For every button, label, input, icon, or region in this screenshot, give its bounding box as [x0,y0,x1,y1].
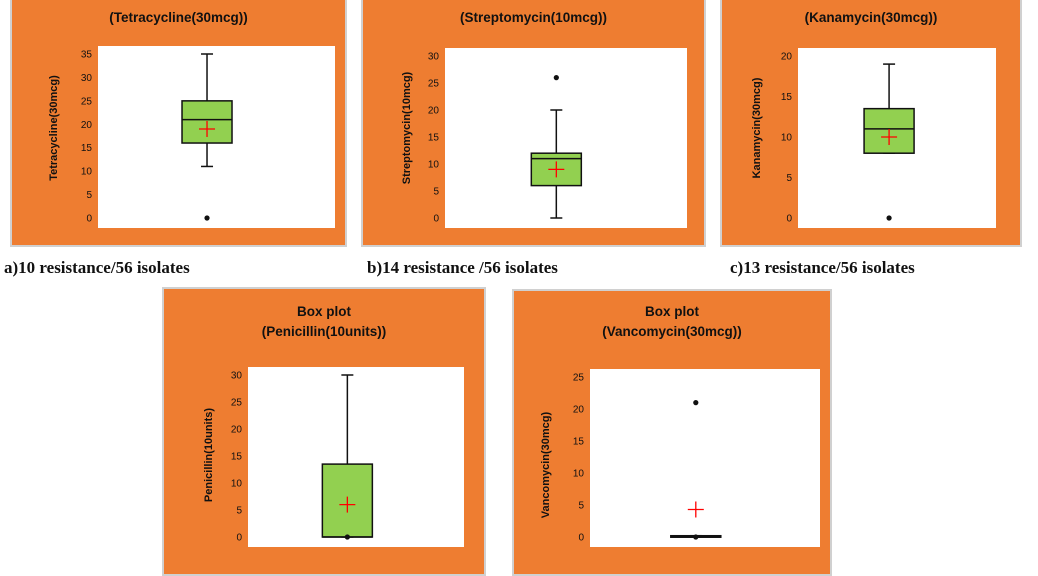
chart-panel-penicillin: Box plot (Penicillin(10units)) Penicilli… [162,287,486,576]
caption-a: a)10 resistance/56 isolates [4,258,190,277]
y-tick-label: 15 [81,143,93,154]
y-tick-label: 15 [231,452,243,463]
y-tick-label: 35 [81,50,93,61]
chart-title-line1: Box plot [297,304,351,319]
y-tick-label: 10 [781,133,793,144]
boxplot-svg: 0 5 10 15 20 25 [573,373,722,544]
y-tick-label: 10 [573,469,585,480]
y-tick-label: 25 [81,96,93,107]
plot-area [445,48,687,228]
y-tick-label: 5 [786,173,792,184]
y-axis-label: Kanamycin(30mcg) [751,77,763,179]
y-tick-label: 10 [81,167,93,178]
outlier-point [693,400,699,406]
boxplot-svg: 0 5 10 15 20 25 30 [231,371,374,544]
y-tick-label: 0 [578,533,584,544]
y-axis-label: Tetracycline(30mcg) [48,75,60,181]
iqr-box [863,107,915,154]
outlier-point [553,75,559,81]
chart-title-line2: (Penicillin(10units)) [261,324,387,339]
chart-title-line2: (Kanamycin(30mcg)) [804,10,938,25]
boxplot-svg: 0 5 10 15 20 [781,52,915,225]
y-tick-label: 5 [433,187,439,198]
y-tick-label: 25 [573,373,585,384]
outlier-point [886,215,892,221]
chart-title-line2: (Vancomycin(30mcg)) [602,324,742,339]
chart-panel-vancomycin: Box plot (Vancomycin(30mcg)) Vancomycin(… [512,289,832,576]
y-tick-label: 25 [231,398,243,409]
y-tick-label: 30 [231,371,243,382]
y-tick-label: 15 [573,437,585,448]
y-tick-label: 5 [578,501,584,512]
chart-title-line1: Box plot [645,304,699,319]
y-tick-label: 20 [231,425,243,436]
y-tick-label: 30 [428,52,440,63]
outlier-point [693,534,699,540]
y-tick-label: 15 [781,92,793,103]
y-tick-label: 0 [236,533,242,544]
y-tick-label: 30 [81,73,93,84]
boxplot-svg: 0 5 10 15 20 25 30 [428,52,583,225]
y-tick-label: 0 [86,214,92,225]
y-tick-label: 20 [81,120,93,131]
y-axis-label: Penicillin(10units) [203,407,215,503]
chart-panel-streptomycin: (Streptomycin(10mcg)) Streptomycin(10mcg… [361,0,706,247]
y-tick-label: 20 [573,405,585,416]
caption-b: b)14 resistance /56 isolates [367,258,558,277]
y-tick-label: 15 [428,133,440,144]
y-axis-label: Streptomycin(10mcg) [401,71,413,185]
y-tick-label: 10 [428,160,440,171]
y-tick-label: 25 [428,79,440,90]
y-tick-label: 0 [786,214,792,225]
outlier-point [204,215,210,221]
chart-title-line2: (Tetracycline(30mcg)) [109,10,248,25]
y-tick-label: 0 [433,214,439,225]
y-axis-label: Vancomycin(30mcg) [540,411,552,519]
chart-panel-tetracycline: (Tetracycline(30mcg)) Tetracycline(30mcg… [10,0,347,247]
y-tick-label: 20 [781,52,793,63]
chart-panel-kanamycin: (Kanamycin(30mcg)) Kanamycin(30mcg) 0 5 10… [720,0,1022,247]
chart-title-line2: (Streptomycin(10mcg)) [459,10,608,25]
y-tick-label: 10 [231,479,243,490]
y-tick-label: 20 [428,106,440,117]
boxplot-svg: 0 5 10 15 20 25 30 35 [81,50,233,225]
outlier-point [344,534,350,540]
plot-area [590,369,820,547]
caption-c: c)13 resistance/56 isolates [730,258,915,277]
y-tick-label: 5 [86,190,92,201]
y-tick-label: 5 [236,506,242,517]
